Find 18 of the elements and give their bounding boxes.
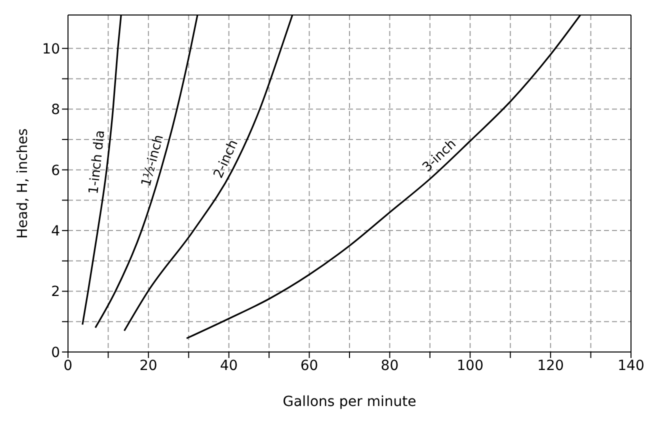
y-tick-label: 2 — [51, 284, 60, 300]
y-tick-label: 10 — [42, 41, 60, 58]
text: 1-inch dia — [86, 130, 108, 195]
text: 1½-inch — [138, 133, 167, 188]
x-tick-label: 100 — [456, 358, 484, 374]
x-tick-label: 40 — [220, 358, 238, 374]
x-tick-label: 60 — [300, 358, 318, 374]
x-tick-label: 140 — [618, 358, 644, 374]
x-tick-label: 120 — [537, 358, 564, 374]
x-axis-title: Gallons per minute — [282, 394, 416, 410]
y-tick-label: 4 — [51, 224, 60, 240]
y-axis-title: Head, H, inches — [14, 128, 31, 239]
y-tick-label: 0 — [51, 344, 60, 361]
y-tick-label: 8 — [51, 102, 60, 118]
x-tick-label: 80 — [380, 358, 399, 374]
y-tick-label: 6 — [51, 162, 60, 179]
x-tick-label: 20 — [140, 358, 158, 374]
x-tick-label: 0 — [64, 358, 72, 374]
